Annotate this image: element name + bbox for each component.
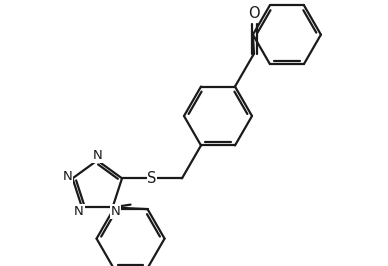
Text: N: N [92, 149, 102, 162]
Text: S: S [147, 171, 157, 186]
Text: N: N [111, 205, 120, 218]
Text: O: O [248, 6, 260, 21]
Text: N: N [74, 205, 84, 218]
Text: N: N [63, 170, 73, 183]
